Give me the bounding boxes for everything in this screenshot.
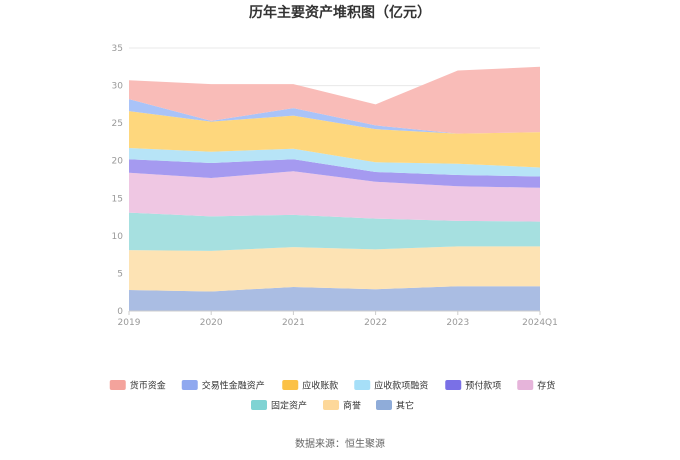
area-series-3 [129, 171, 540, 222]
legend-label: 商誉 [343, 400, 361, 412]
y-tick-label: 15 [112, 194, 123, 204]
x-tick-label: 2024Q1 [522, 318, 558, 328]
area-series [129, 66, 540, 311]
legend-label: 交易性金融资产 [202, 380, 265, 392]
area-series-4 [129, 159, 540, 188]
axes: 0 5 10 15 20 25 30 35 2019 2020 2021 2022 2023 2024Q1 [112, 44, 558, 328]
legend-label: 存货 [537, 380, 555, 392]
legend-swatch [376, 400, 392, 410]
legend-swatch [517, 380, 534, 390]
area-series-8 [129, 66, 540, 134]
area-series-2 [129, 212, 540, 251]
legend-swatch [354, 380, 371, 390]
legend-label: 货币资金 [130, 380, 166, 392]
area-series-5 [129, 147, 540, 177]
x-tick-label: 2022 [364, 318, 387, 328]
legend-label: 应收款项融资 [374, 380, 428, 392]
legend-label: 其它 [396, 400, 414, 412]
area-series-0 [129, 286, 540, 311]
chart-title: 历年主要资产堆积图（亿元） [249, 4, 431, 21]
legend-label: 固定资产 [271, 400, 307, 412]
x-tick-label: 2020 [200, 318, 223, 328]
legend-swatch [181, 380, 198, 390]
y-tick-label: 35 [112, 44, 123, 54]
area-series-1 [129, 246, 540, 292]
y-tick-label: 30 [112, 82, 124, 92]
legend-swatch [445, 380, 462, 390]
y-tick-label: 10 [112, 232, 124, 242]
y-tick-label: 5 [117, 269, 123, 279]
x-tick-label: 2023 [446, 318, 469, 328]
x-tick-label: 2019 [118, 318, 141, 328]
legend-swatch [109, 380, 126, 390]
legend-label: 预付款项 [465, 380, 501, 392]
legend-label: 应收账款 [302, 380, 338, 392]
x-tick-label: 2021 [282, 318, 305, 328]
legend-swatch [251, 400, 267, 410]
y-tick-label: 20 [112, 157, 124, 167]
legend-swatch [323, 400, 339, 410]
y-tick-label: 25 [112, 119, 123, 129]
data-source-note: 数据来源：恒生聚源 [295, 437, 385, 450]
legend-swatch [282, 380, 299, 390]
area-series-6 [129, 111, 540, 168]
y-tick-label: 0 [117, 307, 123, 317]
